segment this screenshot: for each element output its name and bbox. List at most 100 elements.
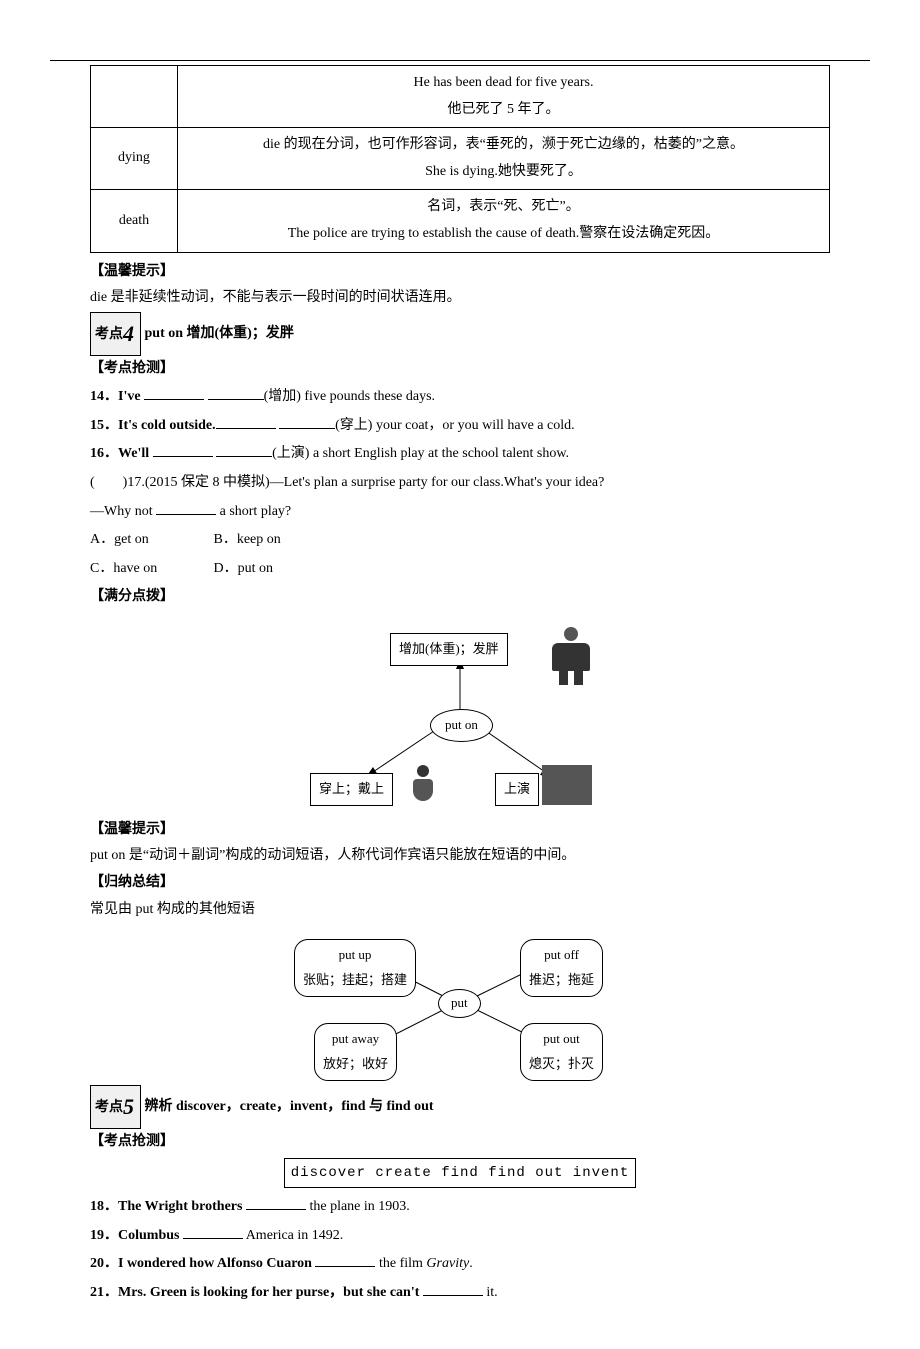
blank[interactable]: [216, 414, 276, 429]
blank[interactable]: [208, 385, 264, 400]
table-row: death 名词，表示“死、死亡”。 The police are trying…: [91, 190, 830, 252]
mfdb-title: 【满分点拨】: [90, 584, 830, 611]
q-text-a: 16．We'll: [90, 446, 153, 461]
q-text-a: 18．The Wright brothers: [90, 1199, 246, 1214]
q-text-b: America in 1492.: [243, 1228, 343, 1243]
tip2-body: put on 是“动词＋副词”构成的动词短语，人称代词作宾语只能放在短语的中间。: [90, 843, 830, 870]
cell-label: dying: [91, 128, 178, 190]
top-rule: [50, 60, 870, 61]
phrase-en: put out: [529, 1027, 594, 1052]
cell-body: die 的现在分词，也可作形容词，表“垂死的，濒于死亡边缘的，枯萎的”之意。 S…: [178, 128, 830, 190]
option-c[interactable]: C．have on: [90, 556, 210, 583]
blank[interactable]: [279, 414, 335, 429]
option-a[interactable]: A．get on: [90, 527, 210, 554]
node-left: 穿上；戴上: [310, 773, 393, 806]
blank[interactable]: [183, 1224, 243, 1239]
def-zh: 名词，表示“死、死亡”。: [186, 194, 821, 221]
badge-text: 考点: [95, 1100, 123, 1115]
q-text-a: 14．I've: [90, 389, 144, 404]
example-en: He has been dead for five years.: [186, 70, 821, 97]
word-box: discover create find find out invent: [284, 1158, 636, 1189]
man-icon: [550, 627, 592, 685]
kaodian-title: put on 增加(体重)；发胖: [145, 326, 294, 341]
put-on-diagram: 增加(体重)；发胖 put on 穿上；戴上 上演: [280, 619, 640, 809]
node-top-right: put off 推迟；拖延: [520, 939, 603, 996]
question-14: 14．I've (增加) five pounds these days.: [90, 384, 830, 411]
q-text-a: 19．Columbus: [90, 1228, 183, 1243]
option-b[interactable]: B．keep on: [214, 527, 334, 554]
q-text-a: 21．Mrs. Green is looking for her purse，b…: [90, 1285, 423, 1300]
phrase-zh: 放好；收好: [323, 1052, 388, 1077]
definition-table: He has been dead for five years. 他已死了 5 …: [90, 65, 830, 253]
question-18: 18．The Wright brothers the plane in 1903…: [90, 1194, 830, 1221]
gnzj-title: 【归纳总结】: [90, 870, 830, 897]
girl-icon: [408, 765, 438, 805]
gnzj-body: 常见由 put 构成的其他短语: [90, 897, 830, 924]
cell-body: He has been dead for five years. 他已死了 5 …: [178, 66, 830, 128]
q-text-b: the plane in 1903.: [306, 1199, 410, 1214]
node-center: put: [438, 989, 481, 1018]
kaodian-5-heading: 考点5 辨析 discover，create，invent，find 与 fin…: [90, 1085, 830, 1129]
kqc-title-2: 【考点抢测】: [90, 1129, 830, 1156]
stage-photo-icon: [542, 765, 592, 805]
film-title: Gravity: [426, 1256, 469, 1271]
q-text-b: (上演) a short English play at the school …: [272, 446, 569, 461]
word-box-wrap: discover create find find out invent: [90, 1158, 830, 1189]
question-17-line2: —Why not a short play?: [90, 499, 830, 526]
kaodian-4-heading: 考点4 put on 增加(体重)；发胖: [90, 312, 830, 356]
blank[interactable]: [246, 1195, 306, 1210]
node-right: 上演: [495, 773, 539, 806]
badge-number: 4: [123, 321, 134, 346]
blank[interactable]: [144, 385, 204, 400]
options-row-2: C．have on D．put on: [90, 556, 830, 583]
example-zh: 他已死了 5 年了。: [186, 97, 821, 124]
put-phrases-diagram: put put up 张贴；挂起；搭建 put off 推迟；拖延 put aw…: [270, 931, 650, 1071]
tip2-title: 【温馨提示】: [90, 817, 830, 844]
option-d[interactable]: D．put on: [214, 556, 334, 583]
q-text-b: (增加) five pounds these days.: [264, 389, 435, 404]
def-zh: die 的现在分词，也可作形容词，表“垂死的，濒于死亡边缘的，枯萎的”之意。: [186, 132, 821, 159]
phrase-zh: 熄灭；扑灭: [529, 1052, 594, 1077]
node-bottom-left: put away 放好；收好: [314, 1023, 397, 1080]
node-bottom-right: put out 熄灭；扑灭: [520, 1023, 603, 1080]
question-20: 20．I wondered how Alfonso Cuaron the fil…: [90, 1251, 830, 1278]
phrase-en: put up: [303, 943, 407, 968]
blank[interactable]: [153, 442, 213, 457]
cell-label: death: [91, 190, 178, 252]
question-15: 15．It's cold outside. (穿上) your coat，or …: [90, 413, 830, 440]
example: The police are trying to establish the c…: [186, 221, 821, 248]
q-text-c: a short play?: [216, 504, 291, 519]
table-row: He has been dead for five years. 他已死了 5 …: [91, 66, 830, 128]
phrase-zh: 张贴；挂起；搭建: [303, 968, 407, 993]
options-row-1: A．get on B．keep on: [90, 527, 830, 554]
tip-title: 【温馨提示】: [90, 259, 830, 286]
kqc-title: 【考点抢测】: [90, 356, 830, 383]
node-center: put on: [430, 709, 493, 742]
phrase-en: put off: [529, 943, 594, 968]
phrase-en: put away: [323, 1027, 388, 1052]
kaodian-badge: 考点4: [90, 312, 141, 356]
tip-body: die 是非延续性动词，不能与表示一段时间的时间状语连用。: [90, 285, 830, 312]
phrase-zh: 推迟；拖延: [529, 968, 594, 993]
q-text-b: it.: [483, 1285, 498, 1300]
blank[interactable]: [315, 1252, 375, 1267]
badge-text: 考点: [95, 327, 123, 342]
q-text-b: —Why not: [90, 504, 156, 519]
cell-body: 名词，表示“死、死亡”。 The police are trying to es…: [178, 190, 830, 252]
blank[interactable]: [423, 1281, 483, 1296]
q-text-b: the film: [375, 1256, 426, 1271]
example: She is dying.她快要死了。: [186, 159, 821, 186]
node-top-left: put up 张贴；挂起；搭建: [294, 939, 416, 996]
badge-number: 5: [123, 1094, 134, 1119]
node-top: 增加(体重)；发胖: [390, 633, 508, 666]
blank[interactable]: [216, 442, 272, 457]
blank[interactable]: [156, 500, 216, 515]
question-19: 19．Columbus America in 1492.: [90, 1223, 830, 1250]
q-text-d: .: [469, 1256, 473, 1271]
q-text-a: 15．It's cold outside.: [90, 418, 216, 433]
cell-label-empty: [91, 66, 178, 128]
q-text-b: (穿上) your coat，or you will have a cold.: [335, 418, 575, 433]
kaodian-title: 辨析 discover，create，invent，find 与 find ou…: [145, 1099, 434, 1114]
q-text-a: ( )17.(2015 保定 8 中模拟)—Let's plan a surpr…: [90, 475, 604, 490]
question-16: 16．We'll (上演) a short English play at th…: [90, 441, 830, 468]
